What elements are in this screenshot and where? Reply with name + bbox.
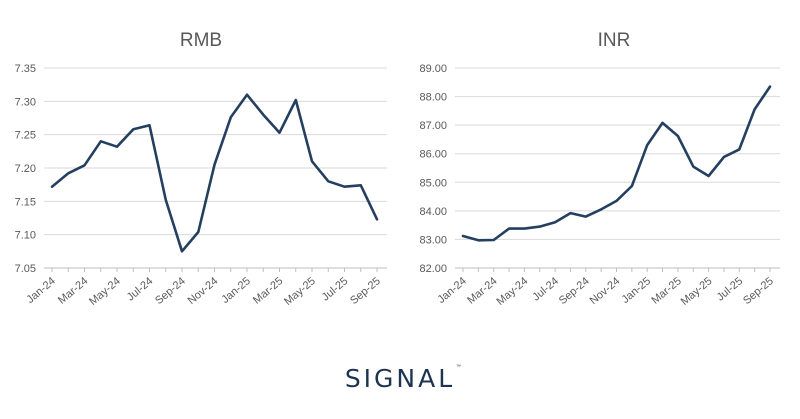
- inr-x-tick-label: May-25: [679, 275, 715, 308]
- inr-x-tick-label: Nov-24: [588, 275, 623, 307]
- rmb-y-tick-label: 7.20: [15, 163, 36, 175]
- inr-y-tick-label: 89.00: [419, 63, 447, 75]
- rmb-x-tick-label: Sep-24: [153, 275, 188, 307]
- rmb-y-tick-label: 7.35: [15, 63, 36, 75]
- inr-y-tick-label: 83.00: [419, 234, 447, 246]
- rmb-x-tick-label: Jan-24: [24, 275, 57, 306]
- brand-name: SIGNAL: [345, 364, 455, 393]
- inr-x-tick-label: Jul-25: [715, 275, 746, 303]
- inr-y-tick-label: 87.00: [419, 120, 447, 132]
- inr-chart: INR 82.00 83.00 84.00 85.00 86.00 87.00 88.00 89…: [419, 30, 780, 308]
- inr-series-line: [461, 85, 772, 242]
- rmb-y-tick-label: 7.30: [15, 96, 36, 108]
- inr-y-tick-label: 86.00: [419, 149, 447, 161]
- rmb-chart-title: RMB: [180, 30, 222, 51]
- inr-x-tick-label: Sep-24: [557, 275, 592, 307]
- inr-x-tick-label: May-24: [495, 275, 531, 308]
- rmb-y-tick-label: 7.10: [15, 230, 36, 242]
- rmb-chart: RMB7.057.107.157.207.257.307.35Jan-24Mar…: [15, 30, 387, 308]
- rmb-x-tick-label: Mar-24: [56, 275, 90, 307]
- rmb-x-tick-label: May-25: [282, 275, 318, 308]
- inr-chart-title: INR: [598, 30, 631, 51]
- inr-x-tick-label: Mar-24: [465, 275, 499, 307]
- inr-y-tick-label: 84.00: [419, 206, 447, 218]
- inr-x-tick-label: Jan-25: [620, 275, 653, 306]
- rmb-series-line: [50, 93, 379, 253]
- rmb-x-tick-label: Sep-25: [348, 275, 383, 307]
- rmb-x-tick-label: Jul-25: [320, 275, 351, 303]
- inr-x-tick-label: Sep-25: [741, 275, 776, 307]
- inr-x-tick-label: Mar-25: [649, 275, 683, 307]
- rmb-y-tick-label: 7.15: [15, 196, 36, 208]
- rmb-x-tick-label: Mar-25: [251, 275, 285, 307]
- rmb-y-tick-label: 7.25: [15, 130, 36, 142]
- inr-y-tick-label: 88.00: [419, 92, 447, 104]
- rmb-x-tick-label: Jan-25: [219, 275, 252, 306]
- inr-x-tick-label: Jul-24: [530, 275, 561, 303]
- rmb-x-tick-label: Nov-24: [186, 275, 221, 307]
- rmb-y-tick-label: 7.05: [15, 263, 36, 275]
- rmb-x-tick-label: Jul-24: [125, 275, 156, 303]
- inr-y-tick-label: 82.00: [419, 263, 447, 275]
- inr-x-tick-label: Jan-24: [435, 275, 468, 306]
- rmb-x-tick-label: May-24: [87, 275, 123, 308]
- signal-logo: SIGNAL ™: [345, 364, 461, 393]
- brand-trademark: ™: [456, 364, 461, 370]
- inr-y-tick-label: 85.00: [419, 177, 447, 189]
